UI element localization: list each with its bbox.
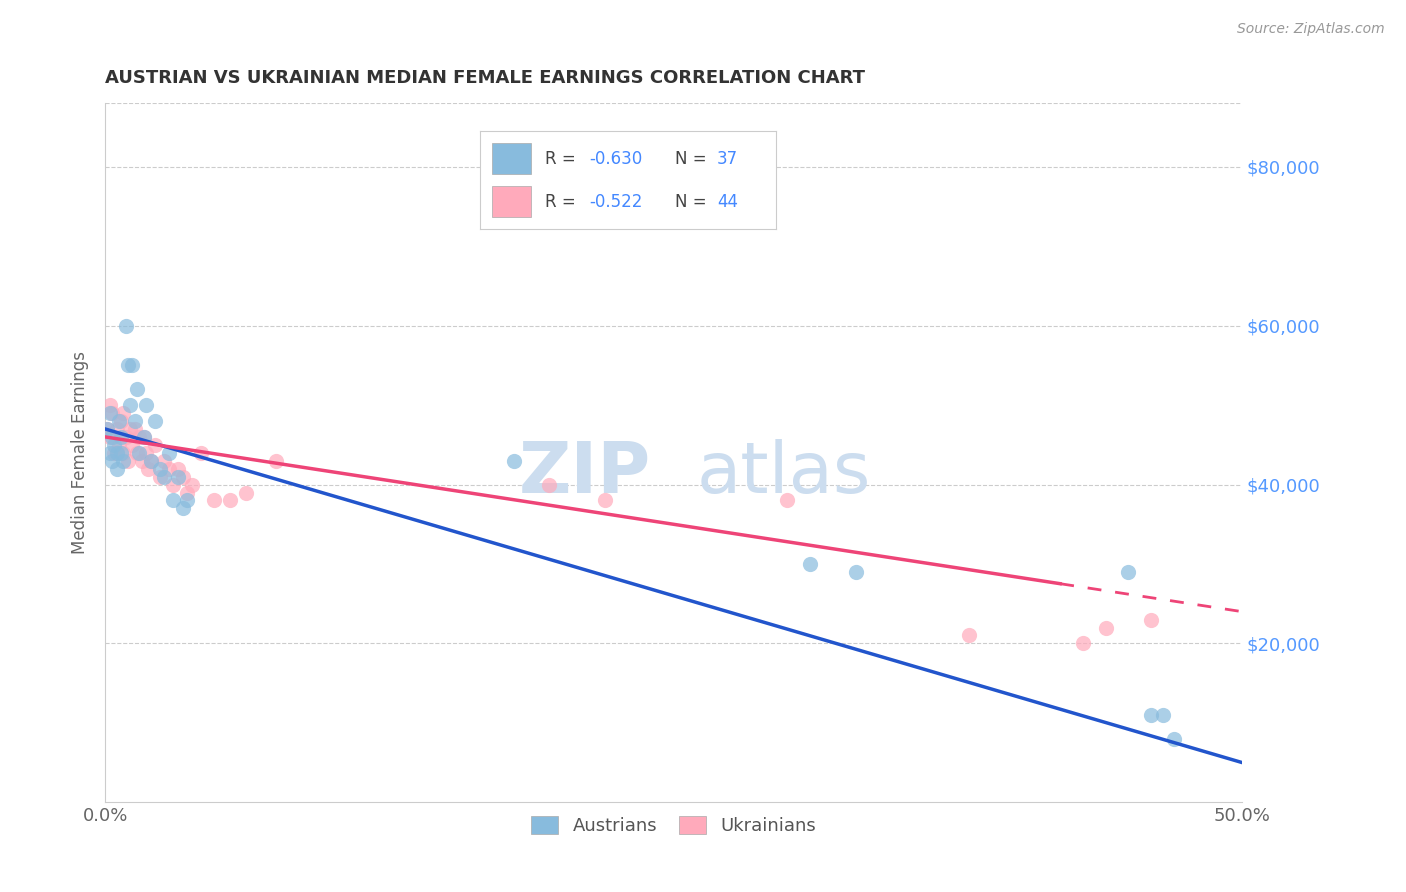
Point (1071, 636, 1094, 650)
Point (235, 485, 257, 500)
Y-axis label: Median Female Earnings: Median Female Earnings (72, 351, 89, 554)
Point (101, 406, 124, 420)
Point (132, 430, 155, 444)
Point (139, 454, 162, 468)
Point (110, 430, 132, 444)
Point (537, 477, 560, 491)
Point (132, 430, 155, 444)
Point (105, 422, 128, 436)
Point (149, 469, 172, 483)
Point (135, 446, 157, 460)
Point (219, 493, 242, 508)
Point (124, 422, 146, 436)
Point (128, 430, 150, 444)
Point (125, 446, 148, 460)
Point (162, 477, 184, 491)
Point (844, 565, 866, 579)
Point (112, 454, 135, 468)
Point (149, 461, 172, 475)
Point (98, 430, 121, 444)
Point (157, 461, 180, 475)
Point (112, 406, 135, 420)
Point (1152, 707, 1174, 722)
Point (98, 398, 121, 412)
Point (143, 438, 166, 452)
Point (120, 422, 142, 436)
Point (124, 414, 146, 428)
Point (957, 628, 980, 642)
Point (96, 422, 118, 436)
Point (114, 318, 136, 333)
Point (595, 493, 617, 508)
Point (143, 414, 166, 428)
Text: atlas: atlas (696, 439, 870, 508)
Point (172, 501, 194, 516)
Point (138, 461, 160, 475)
Point (180, 477, 202, 491)
Text: Source: ZipAtlas.com: Source: ZipAtlas.com (1237, 22, 1385, 37)
Text: AUSTRIAN VS UKRAINIAN MEDIAN FEMALE EARNINGS CORRELATION CHART: AUSTRIAN VS UKRAINIAN MEDIAN FEMALE EARN… (105, 69, 865, 87)
Point (1118, 565, 1140, 579)
Point (167, 469, 190, 483)
Point (190, 446, 212, 460)
Point (1163, 731, 1185, 746)
Point (1140, 613, 1163, 627)
Point (105, 461, 128, 475)
Point (121, 359, 143, 373)
Point (135, 398, 157, 412)
Point (117, 359, 139, 373)
Point (98, 446, 121, 460)
Point (120, 398, 142, 412)
Point (172, 469, 194, 483)
Point (157, 446, 180, 460)
Point (103, 438, 125, 452)
Point (110, 414, 132, 428)
Point (114, 430, 136, 444)
Point (117, 454, 139, 468)
Point (108, 438, 131, 452)
Point (176, 485, 198, 500)
Point (264, 454, 287, 468)
Point (162, 493, 184, 508)
Point (131, 454, 153, 468)
Point (153, 454, 176, 468)
Point (101, 430, 124, 444)
Point (98, 406, 121, 420)
Point (105, 446, 128, 460)
Point (799, 557, 821, 571)
Point (153, 469, 176, 483)
Legend: Austrians, Ukrainians: Austrians, Ukrainians (524, 808, 824, 842)
Point (139, 454, 162, 468)
Point (112, 446, 135, 460)
Point (167, 461, 190, 475)
Point (103, 446, 125, 460)
Point (108, 414, 131, 428)
Point (121, 438, 143, 452)
Point (125, 382, 148, 396)
Point (96, 422, 118, 436)
Point (503, 454, 526, 468)
Point (101, 454, 124, 468)
Point (1140, 707, 1163, 722)
Point (110, 446, 132, 460)
Point (1094, 621, 1116, 635)
Point (128, 446, 150, 460)
Point (105, 446, 128, 460)
Point (202, 493, 225, 508)
Text: ZIP: ZIP (519, 439, 651, 508)
Point (776, 493, 799, 508)
Point (176, 493, 198, 508)
